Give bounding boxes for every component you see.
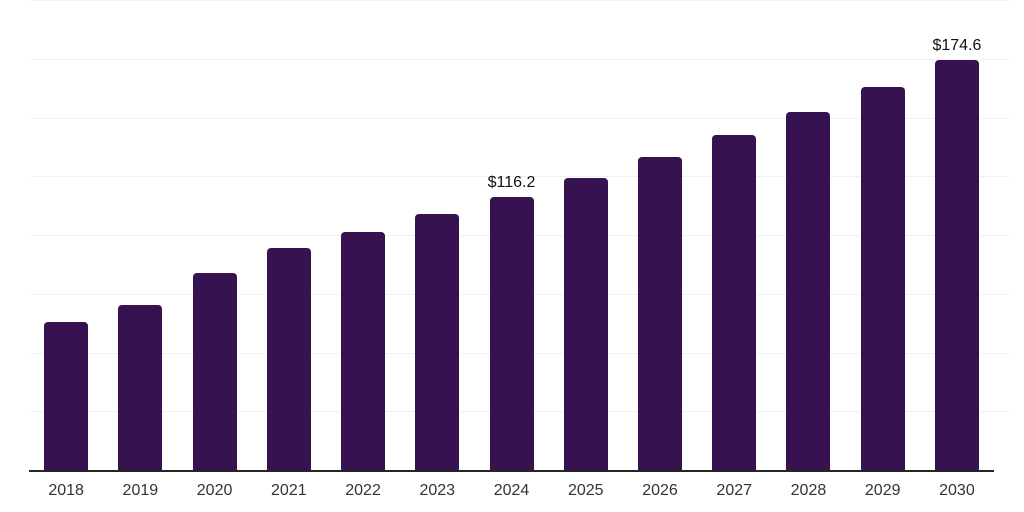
gridline-200 bbox=[30, 0, 1010, 1]
bar-slot-2023 bbox=[400, 0, 474, 470]
bar-slot-2025 bbox=[549, 0, 623, 470]
x-tick-label-2020: 2020 bbox=[196, 482, 233, 499]
bar-2021 bbox=[266, 248, 311, 470]
x-tick-label-2028: 2028 bbox=[790, 482, 827, 499]
x-tick-label-2019: 2019 bbox=[122, 482, 159, 499]
bar-2026 bbox=[637, 157, 682, 470]
bar-slot-2021 bbox=[252, 0, 326, 470]
x-tick-label-2030: 2030 bbox=[939, 482, 975, 499]
bar-2027 bbox=[712, 135, 757, 470]
bar-2029 bbox=[860, 86, 905, 470]
gridline-125 bbox=[30, 176, 1010, 178]
bar-slot-2024: $116.2 bbox=[474, 0, 548, 470]
x-tick-label-2018: 2018 bbox=[48, 482, 84, 499]
bar-2018 bbox=[44, 321, 89, 470]
value-label-2024: $116.2 bbox=[487, 173, 536, 191]
bar-slot-2020 bbox=[177, 0, 251, 470]
bar-2028 bbox=[786, 111, 831, 470]
bar-2020 bbox=[192, 272, 237, 470]
gridline-175 bbox=[30, 58, 1010, 60]
x-axis-line bbox=[29, 470, 994, 472]
bar-slot-2026 bbox=[623, 0, 697, 470]
bar-slot-2027 bbox=[697, 0, 771, 470]
bar-slot-2029 bbox=[846, 0, 920, 470]
bar-2024 bbox=[489, 196, 534, 470]
x-tick-label-2023: 2023 bbox=[419, 482, 456, 499]
x-axis-tick-labels: 2018 2019 2020 2021 2022 2023 2024 2025 2026 2027… bbox=[29, 479, 994, 503]
value-label-2030: $174.6 bbox=[932, 36, 982, 54]
gridline-150 bbox=[30, 117, 1010, 119]
x-tick-label-2021: 2021 bbox=[271, 482, 307, 499]
bar-2019 bbox=[118, 305, 163, 470]
bar-slot-2022 bbox=[326, 0, 400, 470]
x-tick-label-2027: 2027 bbox=[716, 482, 753, 499]
x-tick-label-2022: 2022 bbox=[345, 482, 381, 499]
bar-slot-2030: $174.6 bbox=[920, 0, 994, 470]
x-tick-label-2025: 2025 bbox=[567, 482, 604, 499]
bar-2022 bbox=[341, 232, 386, 470]
bar-2030 bbox=[934, 59, 979, 470]
x-tick-label-2029: 2029 bbox=[864, 482, 901, 499]
bar-slot-2019 bbox=[103, 0, 177, 470]
bar-2025 bbox=[563, 177, 608, 470]
bars-container: $116.2 $174.6 bbox=[29, 0, 994, 470]
bar-slot-2018 bbox=[29, 0, 103, 470]
bar-2023 bbox=[415, 214, 460, 470]
plot-area: $116.2 $174.6 2018 2019 2020 2021 2022 2023 202… bbox=[29, 0, 1010, 499]
x-tick-label-2024: 2024 bbox=[493, 482, 530, 499]
x-tick-label-2026: 2026 bbox=[642, 482, 678, 499]
bar-slot-2028 bbox=[771, 0, 845, 470]
